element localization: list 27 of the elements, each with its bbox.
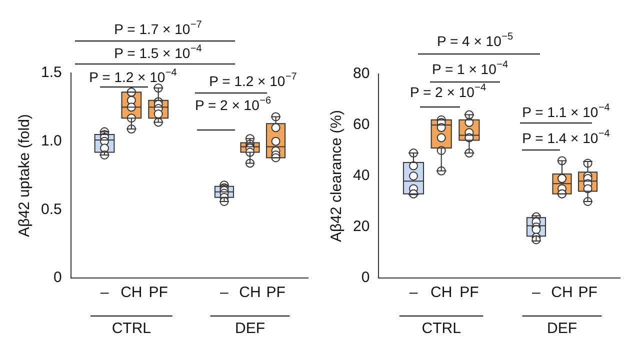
x-tick-label: CH xyxy=(120,284,142,302)
x-axis-title: DEF xyxy=(235,320,265,337)
x-tick-label: – xyxy=(220,284,230,302)
y-tick-label: 20 xyxy=(352,218,370,236)
y-tick-label: 0 xyxy=(54,269,62,286)
y-tick-label: 1.5 xyxy=(40,64,62,82)
x-tick-label: PF xyxy=(578,284,598,302)
y-tick-label: 1.0 xyxy=(40,132,62,150)
y-tick-label: 0 xyxy=(361,269,370,286)
x-axis-title: DEF xyxy=(547,320,577,337)
x-tick-label: CH xyxy=(430,284,452,302)
x-tick-label: – xyxy=(100,284,110,302)
y-axis-title: Aβ42 clearance (%) xyxy=(328,110,346,242)
y-tick-label: 0.5 xyxy=(40,200,62,218)
y-axis-title: Aβ42 uptake (fold) xyxy=(16,114,34,237)
x-tick-label: CH xyxy=(239,284,261,302)
x-axis-title: CTRL xyxy=(422,320,461,337)
x-tick-label: PF xyxy=(148,284,168,302)
x-axis-title: CTRL xyxy=(112,320,152,337)
y-tick-label: 80 xyxy=(352,65,370,82)
x-tick-label: – xyxy=(409,284,418,302)
x-tick-label: – xyxy=(532,284,542,302)
x-tick-label: PF xyxy=(460,284,479,302)
y-tick-label: 60 xyxy=(352,116,370,134)
x-tick-label: CH xyxy=(551,284,573,302)
x-tick-label: PF xyxy=(266,284,286,302)
y-tick-label: 40 xyxy=(352,167,370,184)
